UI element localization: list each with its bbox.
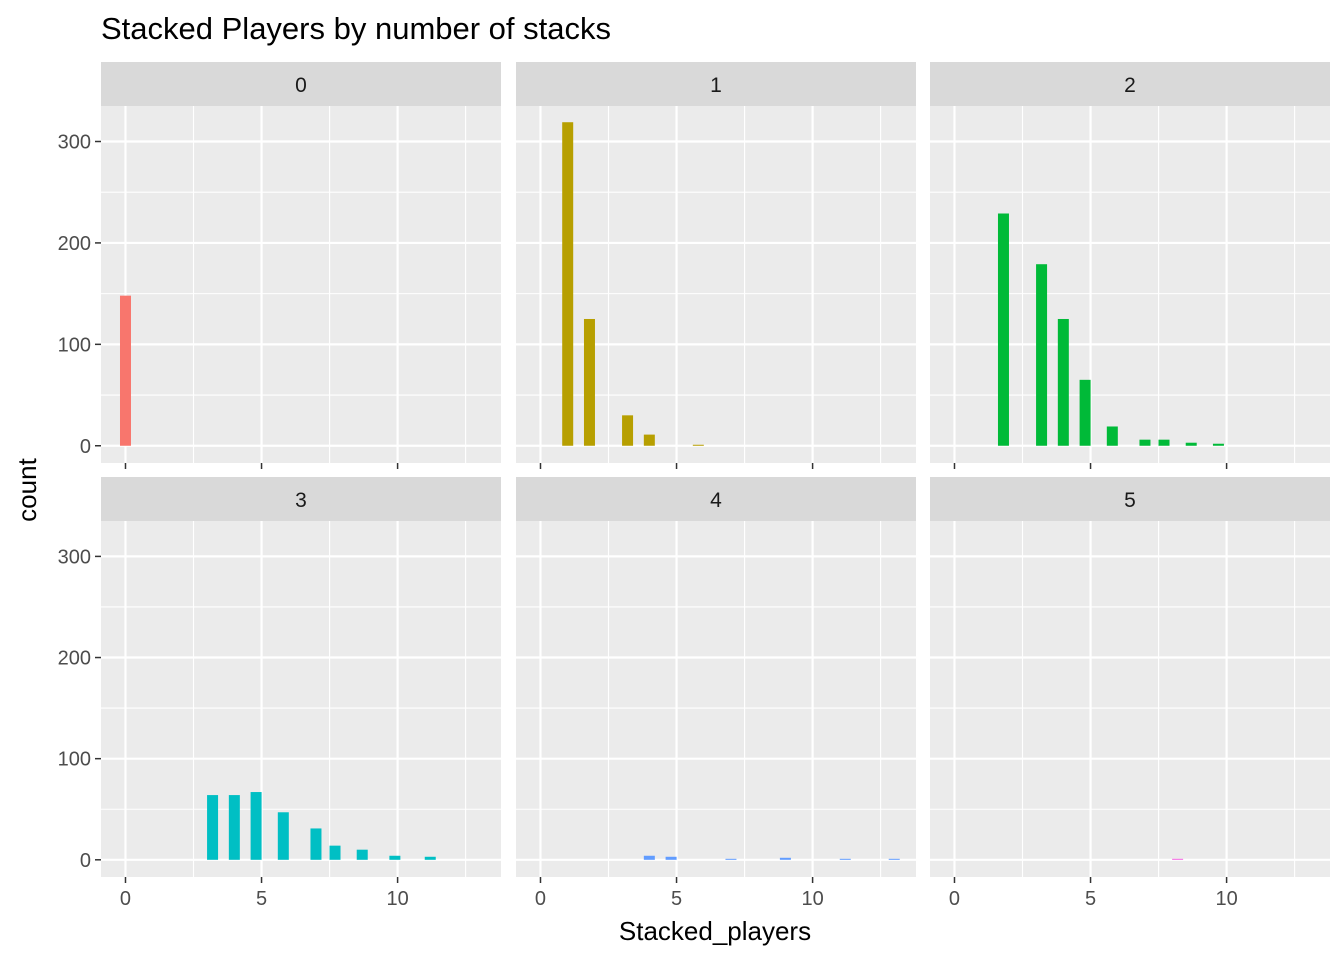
facet-strip: [930, 62, 1330, 106]
histogram-bar: [1106, 426, 1118, 446]
histogram-bar: [622, 415, 634, 446]
histogram-bar: [665, 856, 677, 860]
panel-background: [930, 521, 1330, 877]
y-tick-label: 300: [58, 131, 91, 153]
x-tick-label: 10: [1215, 888, 1237, 910]
histogram-bar: [329, 845, 341, 860]
facet-strip-label: 0: [295, 74, 307, 97]
y-tick-label: 300: [58, 546, 91, 568]
histogram-bar: [1036, 264, 1048, 446]
x-tick-label: 10: [801, 888, 823, 910]
histogram-bar: [228, 795, 240, 860]
x-tick-label: 5: [256, 888, 267, 910]
x-tick-label: 5: [671, 888, 682, 910]
histogram-bar: [1057, 318, 1069, 446]
panel-background: [101, 106, 501, 463]
histogram-bar: [643, 855, 655, 860]
histogram-bar: [1185, 442, 1197, 446]
x-tick-label: 0: [535, 888, 546, 910]
chart-title: Stacked Players by number of stacks: [101, 11, 611, 46]
facet-panels: 0 1 2 3 4 5: [101, 62, 1330, 877]
x-tick-label: 0: [949, 888, 960, 910]
histogram-bar: [207, 795, 219, 860]
histogram-bar: [692, 444, 704, 446]
histogram-bar: [1079, 379, 1091, 446]
histogram-bar: [356, 849, 368, 860]
x-tick-label: 0: [120, 888, 131, 910]
panel-background: [516, 106, 916, 463]
y-tick-label: 0: [80, 436, 91, 458]
histogram-bar: [1172, 858, 1184, 860]
facet-panel: 1: [516, 62, 916, 463]
x-axis-title: Stacked_players: [619, 916, 811, 946]
histogram-bar: [562, 122, 574, 446]
panel-background: [516, 521, 916, 877]
histogram-bar: [250, 792, 262, 860]
histogram-bar: [424, 856, 436, 860]
histogram-bar: [643, 434, 655, 446]
y-tick-label: 0: [80, 850, 91, 872]
histogram-bar: [119, 295, 131, 446]
histogram-bar: [725, 858, 737, 860]
histogram-bar: [583, 318, 595, 446]
histogram-bar: [1212, 443, 1224, 446]
facet-strip-label: 1: [710, 74, 722, 97]
histogram-bar: [310, 828, 322, 860]
facet-strip-label: 2: [1124, 74, 1136, 97]
histogram-bar: [389, 855, 401, 860]
y-tick-label: 200: [58, 648, 91, 670]
x-tick-label: 5: [1085, 888, 1096, 910]
facet-strip-label: 4: [710, 489, 722, 512]
facet-strip: [101, 62, 501, 106]
histogram-bar: [1139, 439, 1151, 446]
histogram-bar: [839, 858, 851, 860]
panel-background: [930, 106, 1330, 463]
facet-panel: 5: [930, 477, 1330, 877]
x-tick-label: 10: [386, 888, 408, 910]
facet-strip: [101, 477, 501, 521]
histogram-bar: [277, 812, 289, 860]
histogram-bar: [888, 858, 900, 860]
facet-strip: [516, 477, 916, 521]
facet-strip-label: 5: [1124, 489, 1136, 512]
histogram-bar: [779, 857, 791, 860]
y-tick-label: 100: [58, 334, 91, 356]
panel-background: [101, 521, 501, 877]
facet-panel: 2: [930, 62, 1330, 463]
histogram-bar: [997, 213, 1009, 446]
y-tick-label: 100: [58, 749, 91, 771]
facet-panel: 3: [101, 477, 501, 877]
y-axis-title: count: [12, 457, 42, 521]
y-axis: 0 100 200 300 0 100 200 300: [58, 131, 101, 872]
facet-strip: [930, 477, 1330, 521]
facet-panel: 4: [516, 477, 916, 877]
histogram-bar: [1158, 439, 1170, 446]
x-axis: 0 5 10 0 5 10 0 5 10: [120, 463, 1238, 910]
facet-panel: 0: [101, 62, 501, 463]
y-tick-label: 200: [58, 233, 91, 255]
facet-strip: [516, 62, 916, 106]
facet-strip-label: 3: [295, 489, 307, 512]
